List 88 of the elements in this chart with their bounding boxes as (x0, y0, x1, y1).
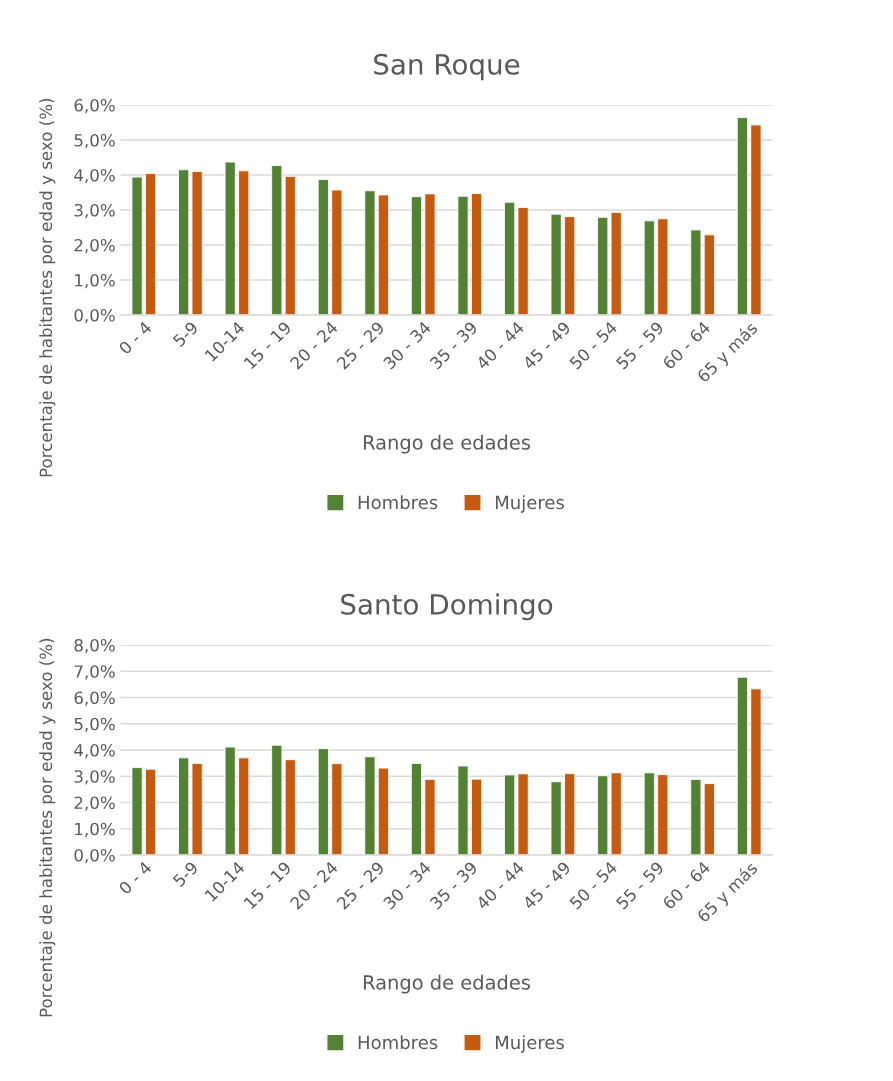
x-tick-label: 5-9 (172, 860, 199, 888)
bar (424, 193, 436, 315)
legend-label: Hombres (358, 495, 438, 510)
legend-label: Mujeres (495, 495, 564, 513)
bar (284, 175, 296, 315)
bar (564, 773, 576, 855)
bar (410, 762, 423, 855)
bar (191, 762, 203, 855)
y-tick-label: 5,0% (74, 717, 115, 733)
bar (238, 170, 250, 315)
y-tick-label: 2,0% (74, 238, 115, 254)
bar (145, 768, 157, 855)
bar (703, 783, 715, 855)
legend-label: Mujeres (495, 1035, 564, 1053)
bar (271, 744, 283, 855)
y-tick-label: 6,0% (74, 691, 115, 706)
bar (131, 176, 143, 315)
bar (504, 774, 516, 855)
x-tick-label: 0 - 4 (118, 320, 153, 355)
bar (224, 746, 236, 855)
bar (703, 234, 715, 315)
y-tick-label: 3,0% (74, 203, 115, 219)
bar (517, 207, 529, 315)
y-axis-title: Porcentaje de habitantes por edad y sexo (%) (39, 638, 56, 1017)
y-tick-label: 2,0% (74, 796, 115, 811)
bar (750, 688, 762, 855)
bar (657, 774, 669, 855)
bar (470, 193, 483, 315)
bar (331, 763, 343, 855)
chart-title: San Roque (374, 53, 520, 81)
bar (377, 194, 389, 315)
bar (331, 189, 343, 315)
y-tick-label: 0,0% (74, 848, 115, 864)
x-tick-label: 0 - 4 (118, 860, 153, 895)
x-axis-title: Rango de edades (363, 974, 530, 994)
bar (750, 124, 762, 315)
bar (736, 117, 748, 315)
legend-label: Hombres (358, 1035, 438, 1050)
bar (410, 196, 423, 315)
bar (238, 757, 250, 855)
bar (564, 216, 576, 315)
bar (690, 229, 702, 315)
y-tick-label: 7,0% (74, 665, 115, 680)
x-axis-title: Rango de edades (363, 434, 530, 454)
bar (377, 767, 389, 855)
y-tick-label: 1,0% (75, 273, 115, 289)
y-tick-label: 4,0% (74, 168, 115, 184)
bar (643, 772, 655, 855)
y-tick-label: 1,0% (75, 822, 115, 838)
x-tick-label: 55 - 59 (615, 320, 665, 370)
bar (317, 179, 329, 315)
bar (191, 171, 203, 315)
bar (610, 772, 622, 855)
x-tick-label: 55 - 59 (615, 860, 665, 910)
bar (736, 676, 748, 855)
bar (178, 169, 190, 315)
bar (145, 173, 157, 315)
bar (517, 773, 529, 855)
bar (131, 767, 143, 855)
bar (364, 190, 376, 315)
bar (271, 165, 283, 315)
bar (597, 775, 609, 855)
bar (364, 756, 376, 855)
x-tick-label: 5-9 (172, 320, 199, 348)
bar (550, 781, 562, 855)
y-tick-label: 4,0% (74, 743, 115, 759)
bar (317, 748, 329, 855)
bar (657, 218, 669, 315)
bar (470, 778, 483, 855)
bar (610, 212, 622, 315)
bar (504, 201, 516, 315)
bar (550, 213, 562, 315)
y-tick-label: 0,0% (74, 308, 115, 324)
chart-title: Santo Domingo (341, 593, 553, 621)
y-tick-label: 8,0% (74, 638, 115, 654)
bar (284, 759, 296, 855)
y-tick-label: 5,0% (74, 133, 115, 149)
bar (690, 778, 702, 855)
bar (597, 216, 609, 315)
y-tick-label: 3,0% (74, 770, 115, 785)
bar (457, 195, 469, 315)
y-tick-label: 6,0% (74, 98, 115, 114)
bar (178, 757, 190, 855)
y-axis-title: Porcentaje de habitantes por edad y sexo (%) (39, 98, 56, 477)
bar (224, 161, 236, 315)
bar (457, 765, 469, 855)
bar (643, 220, 655, 315)
bar (424, 778, 436, 855)
